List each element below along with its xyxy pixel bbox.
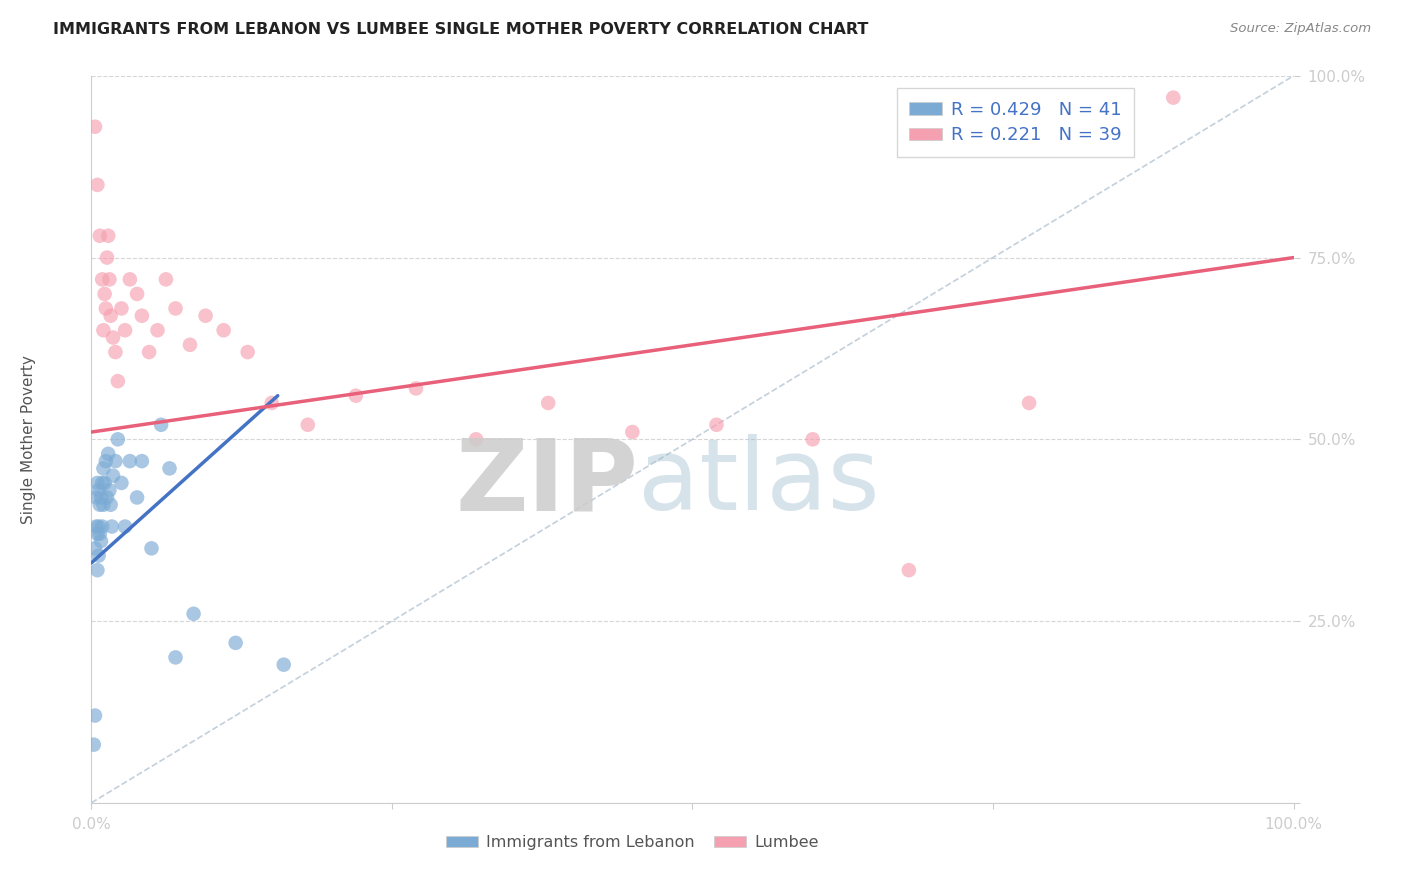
- Text: Source: ZipAtlas.com: Source: ZipAtlas.com: [1230, 22, 1371, 36]
- Point: [118, 272, 141, 286]
- Point: [1161, 90, 1184, 104]
- Point: [93, 323, 115, 337]
- Point: [1018, 396, 1040, 410]
- Point: [86, 563, 108, 577]
- Point: [97, 228, 120, 243]
- Point: [110, 475, 132, 490]
- Point: [90, 491, 112, 505]
- Point: [114, 323, 136, 337]
- Point: [96, 251, 118, 265]
- Point: [100, 309, 122, 323]
- Text: ZIP: ZIP: [456, 434, 638, 532]
- Point: [84, 541, 107, 556]
- Point: [89, 228, 111, 243]
- Point: [84, 491, 107, 505]
- Point: [621, 425, 644, 439]
- Point: [94, 454, 117, 468]
- Point: [89, 526, 111, 541]
- Point: [179, 338, 201, 352]
- Point: [90, 534, 112, 549]
- Point: [118, 454, 141, 468]
- Point: [131, 309, 153, 323]
- Point: [260, 396, 283, 410]
- Point: [91, 519, 114, 533]
- Point: [93, 475, 115, 490]
- Point: [150, 417, 173, 432]
- Point: [897, 563, 920, 577]
- Point: [159, 461, 181, 475]
- Point: [84, 120, 107, 134]
- Point: [225, 636, 247, 650]
- Point: [93, 287, 115, 301]
- Point: [87, 519, 110, 533]
- Point: [273, 657, 295, 672]
- Point: [86, 526, 108, 541]
- Point: [146, 323, 169, 337]
- Point: [96, 491, 118, 505]
- Point: [165, 650, 187, 665]
- Point: [107, 432, 129, 446]
- Point: [93, 498, 115, 512]
- Point: [183, 607, 205, 621]
- Point: [84, 708, 107, 723]
- Point: [706, 417, 728, 432]
- Text: IMMIGRANTS FROM LEBANON VS LUMBEE SINGLE MOTHER POVERTY CORRELATION CHART: IMMIGRANTS FROM LEBANON VS LUMBEE SINGLE…: [53, 22, 869, 37]
- Point: [86, 475, 108, 490]
- Legend: Immigrants from Lebanon, Lumbee: Immigrants from Lebanon, Lumbee: [440, 829, 825, 856]
- Point: [104, 454, 127, 468]
- Point: [104, 345, 127, 359]
- Point: [87, 483, 110, 498]
- Point: [801, 432, 824, 446]
- Point: [101, 330, 124, 344]
- Point: [138, 345, 160, 359]
- Y-axis label: Single Mother Poverty: Single Mother Poverty: [21, 355, 37, 524]
- Point: [405, 381, 427, 395]
- Point: [344, 389, 367, 403]
- Text: atlas: atlas: [638, 434, 880, 532]
- Point: [94, 301, 117, 316]
- Point: [194, 309, 217, 323]
- Point: [93, 461, 115, 475]
- Point: [110, 301, 132, 316]
- Point: [141, 541, 163, 556]
- Point: [465, 432, 488, 446]
- Point: [84, 519, 107, 533]
- Point: [91, 272, 114, 286]
- Point: [98, 272, 121, 286]
- Point: [87, 549, 110, 563]
- Point: [86, 178, 108, 192]
- Point: [107, 374, 129, 388]
- Point: [297, 417, 319, 432]
- Point: [131, 454, 153, 468]
- Point: [114, 519, 136, 533]
- Point: [98, 483, 121, 498]
- Point: [212, 323, 235, 337]
- Point: [125, 287, 148, 301]
- Point: [165, 301, 187, 316]
- Point: [125, 491, 148, 505]
- Point: [89, 498, 111, 512]
- Point: [97, 447, 120, 461]
- Point: [236, 345, 259, 359]
- Point: [83, 738, 105, 752]
- Point: [537, 396, 560, 410]
- Point: [155, 272, 177, 286]
- Point: [100, 498, 122, 512]
- Point: [91, 475, 114, 490]
- Point: [101, 519, 124, 533]
- Point: [101, 468, 124, 483]
